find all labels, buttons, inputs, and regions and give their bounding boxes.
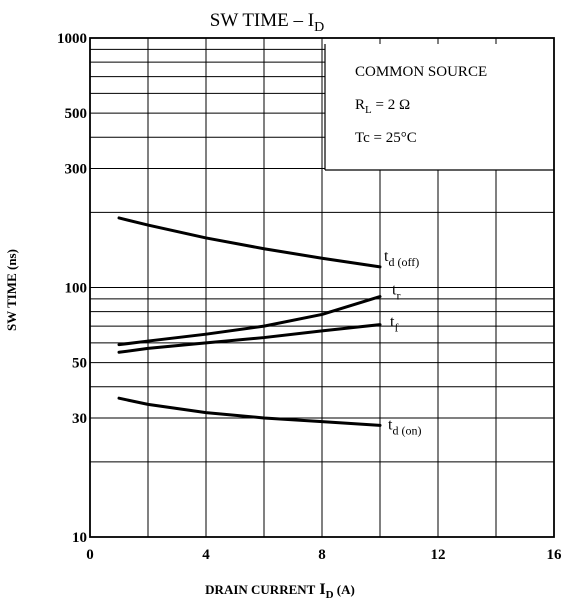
series-label: tr: [392, 282, 400, 303]
condition-case-temperature: Tc = 25°C: [355, 130, 417, 146]
x-tick-label: 4: [202, 547, 210, 563]
x-tick-labels: 0 4 8 12 16: [86, 547, 562, 563]
series-label: tf: [390, 314, 398, 335]
y-tick-label: 50: [72, 356, 87, 372]
series-line: [117, 396, 382, 427]
series-line: [117, 295, 382, 347]
x-tick-label: 8: [318, 547, 326, 563]
x-tick-label: 12: [431, 547, 446, 563]
y-tick-label: 100: [65, 281, 88, 297]
y-tick-label: 30: [72, 411, 87, 427]
y-tick-label: 500: [65, 106, 88, 122]
series-line: [117, 216, 382, 269]
plot-frame: [89, 37, 555, 538]
series-label: td (on): [388, 416, 421, 437]
y-tick-label: 1000: [57, 31, 87, 47]
x-tick-label: 0: [86, 547, 94, 563]
condition-common-source: COMMON SOURCE: [355, 64, 487, 80]
series-group: [117, 216, 382, 427]
x-axis-label: DRAIN CURRENT ID (A): [205, 581, 355, 601]
chart-title: SW TIME – ID: [210, 10, 324, 35]
y-tick-label: 10: [72, 530, 87, 546]
series-line: [117, 323, 382, 354]
y-tick-labels: 10 30 50 100 300 500 1000: [57, 31, 87, 546]
y-axis-label: SW TIME (ns): [4, 249, 19, 331]
x-tick-label: 16: [547, 547, 563, 563]
condition-load-resistance: RL = 2 Ω: [355, 97, 410, 116]
series-label-group: td (off) tr tf td (on): [384, 248, 421, 438]
y-tick-label: 300: [65, 161, 88, 177]
conditions-box-bg: [325, 44, 554, 170]
series-label: td (off): [384, 248, 419, 269]
